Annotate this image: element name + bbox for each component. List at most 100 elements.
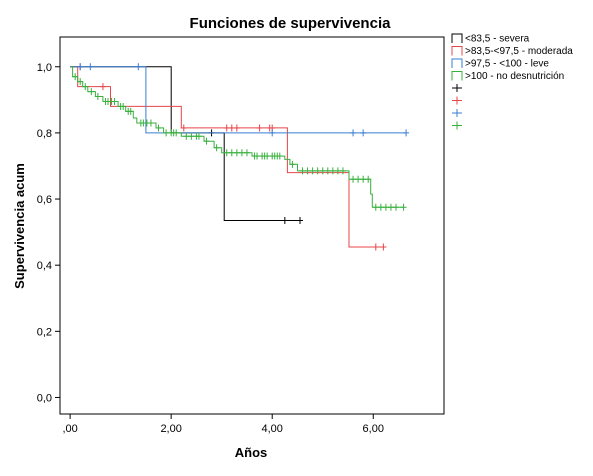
censor-mark xyxy=(183,132,190,140)
legend-swatch xyxy=(452,109,462,117)
y-tick-label: 0,8 xyxy=(37,128,52,140)
legend-item xyxy=(452,109,462,117)
y-tick-label: 0,6 xyxy=(37,194,52,206)
censor-mark xyxy=(228,149,235,157)
censor-mark xyxy=(400,203,407,211)
censor-mark xyxy=(365,175,372,183)
censor-mark xyxy=(339,167,346,175)
legend: <83,5 - severa>83,5-<97,5 - moderada >97,… xyxy=(451,33,573,130)
legend-swatch xyxy=(451,46,463,56)
censor-mark xyxy=(203,137,210,145)
legend-swatch xyxy=(451,71,463,81)
y-axis: 0,0 0,2 0,4 0,6 0,8 1,0 xyxy=(37,62,60,404)
censor-mark xyxy=(99,83,106,91)
plot-area xyxy=(70,63,410,251)
censor-mark xyxy=(403,129,410,137)
censor-mark xyxy=(350,129,357,137)
legend-swatch xyxy=(452,121,462,130)
y-tick-label: 0,4 xyxy=(37,260,52,272)
censor-mark xyxy=(87,63,94,71)
censor-mark xyxy=(360,129,367,137)
censor-mark xyxy=(233,149,240,157)
censor-mark xyxy=(135,63,142,71)
survival-curve xyxy=(70,66,407,134)
y-tick-label: 0,0 xyxy=(37,392,52,404)
legend-swatch xyxy=(452,84,462,92)
censor-mark xyxy=(387,203,394,211)
legend-swatch xyxy=(451,33,463,43)
censor-mark xyxy=(334,167,341,175)
censor-mark xyxy=(188,132,195,140)
censor-mark xyxy=(350,175,357,183)
legend-swatch xyxy=(452,96,462,105)
censor-mark xyxy=(238,149,245,157)
censor-mark xyxy=(127,107,134,115)
survival-curve xyxy=(70,66,404,208)
legend-label: >83,5-<97,5 - moderada xyxy=(465,46,573,57)
legend-item: <83,5 - severa xyxy=(451,33,530,45)
legend-item: >100 - no desnutrición xyxy=(451,71,564,82)
series-0 xyxy=(70,66,303,225)
legend-item: >83,5-<97,5 - moderada xyxy=(451,46,573,57)
censor-mark xyxy=(372,203,379,211)
legend-item xyxy=(452,121,462,130)
censor-mark xyxy=(94,93,101,101)
censor-mark xyxy=(289,160,296,168)
censor-mark xyxy=(314,167,321,175)
censor-mark xyxy=(223,124,230,132)
censor-mark xyxy=(264,152,271,160)
legend-item: >97,5 - <100 - leve xyxy=(451,58,549,70)
survival-curve xyxy=(70,66,300,221)
x-axis: ,00 2,00 4,00 6,00 xyxy=(62,414,384,435)
censor-mark xyxy=(297,217,303,225)
censor-mark xyxy=(377,203,384,211)
censor-mark xyxy=(228,124,235,132)
series-2 xyxy=(70,63,410,137)
censor-mark xyxy=(281,217,288,225)
censor-mark xyxy=(147,119,154,127)
censor-mark xyxy=(393,203,399,211)
censor-mark xyxy=(233,124,240,132)
legend-swatch xyxy=(451,58,463,68)
x-tick-label: ,00 xyxy=(62,423,77,435)
censor-mark xyxy=(77,63,84,71)
censor-mark xyxy=(304,167,311,175)
censor-mark xyxy=(120,102,127,110)
censor-mark xyxy=(299,167,306,175)
x-axis-title: Años xyxy=(235,445,268,460)
legend-item xyxy=(452,84,462,92)
y-tick-label: 0,2 xyxy=(37,326,52,338)
censor-mark xyxy=(88,88,95,96)
censor-mark xyxy=(180,124,187,132)
censor-mark xyxy=(213,144,220,152)
legend-label: >97,5 - <100 - leve xyxy=(465,59,549,70)
plot-frame xyxy=(59,36,445,415)
censor-mark xyxy=(355,175,362,183)
y-axis-title: Supervivencia acum xyxy=(12,163,27,289)
censor-mark xyxy=(269,129,276,137)
censor-mark xyxy=(173,129,180,137)
legend-label: >100 - no desnutrición xyxy=(465,71,564,82)
censor-mark xyxy=(82,83,89,91)
legend-item xyxy=(452,96,462,105)
censor-mark xyxy=(329,167,336,175)
censor-mark xyxy=(380,243,387,251)
censor-mark xyxy=(77,78,84,86)
x-tick-label: 6,00 xyxy=(363,423,384,435)
censor-mark xyxy=(223,149,230,157)
x-tick-label: 4,00 xyxy=(261,423,282,435)
censor-mark xyxy=(243,149,250,157)
series-3 xyxy=(70,66,407,211)
censor-mark xyxy=(256,124,263,132)
censor-mark xyxy=(382,203,389,211)
censor-mark xyxy=(309,167,316,175)
censor-mark xyxy=(276,152,283,160)
censor-mark xyxy=(163,129,170,137)
censor-mark xyxy=(195,132,202,140)
y-tick-label: 1,0 xyxy=(37,62,52,74)
censor-mark xyxy=(111,97,118,105)
censor-mark xyxy=(372,243,379,251)
censor-mark xyxy=(155,124,162,132)
survival-curve xyxy=(70,66,384,248)
